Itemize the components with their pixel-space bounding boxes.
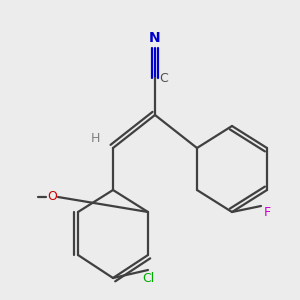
Text: N: N [149, 31, 161, 45]
Text: Cl: Cl [142, 272, 154, 284]
Text: F: F [263, 206, 271, 218]
Text: C: C [160, 71, 168, 85]
Text: O: O [47, 190, 57, 203]
Text: H: H [90, 131, 100, 145]
